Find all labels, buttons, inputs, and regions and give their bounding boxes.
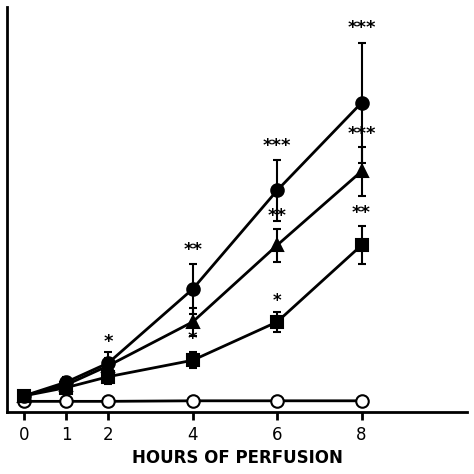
Text: *: * bbox=[103, 333, 113, 351]
Text: *: * bbox=[188, 330, 198, 348]
Text: **: ** bbox=[183, 241, 202, 259]
Text: ***: *** bbox=[347, 19, 376, 37]
Text: *: * bbox=[273, 292, 282, 310]
X-axis label: HOURS OF PERFUSION: HOURS OF PERFUSION bbox=[132, 449, 342, 467]
Text: **: ** bbox=[268, 207, 287, 225]
Text: ***: *** bbox=[263, 137, 292, 155]
Text: ***: *** bbox=[347, 125, 376, 143]
Text: **: ** bbox=[352, 204, 371, 222]
